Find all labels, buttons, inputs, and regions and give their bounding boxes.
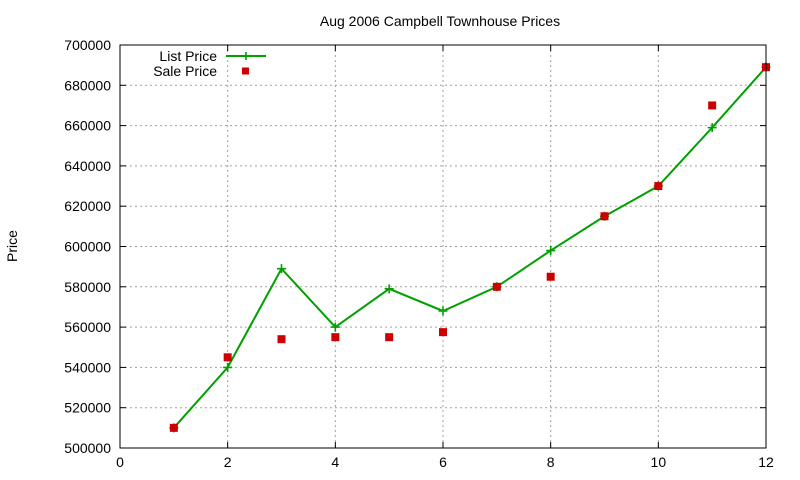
series — [169, 62, 771, 433]
y-tick-label: 540000 — [64, 359, 111, 375]
tick-labels: 0 2 4 6 8 10 12 500000 520000 540000 560000 580000 6… — [64, 37, 774, 470]
y-tick-label: 680000 — [64, 77, 111, 93]
data-point-sale-price — [708, 101, 717, 110]
legend-marker-sale-price — [242, 67, 249, 75]
legend-marker-list-price — [242, 52, 250, 60]
data-point-list-price — [438, 306, 448, 316]
data-point-sale-price — [331, 333, 340, 342]
grid — [120, 45, 766, 448]
y-tick-label: 640000 — [64, 158, 111, 174]
x-tick-label: 0 — [116, 454, 124, 470]
legend-label-list-price: List Price — [159, 48, 217, 64]
data-point-list-price — [277, 264, 286, 274]
y-tick-label: 580000 — [64, 279, 111, 295]
data-point-sale-price — [492, 282, 501, 291]
data-point-sale-price — [277, 335, 286, 344]
y-tick-label: 500000 — [64, 440, 111, 456]
data-point-list-price — [546, 246, 556, 256]
y-tick-label: 520000 — [64, 400, 111, 416]
data-point-sale-price — [223, 353, 232, 362]
data-point-list-price — [330, 322, 340, 332]
legend-label-sale-price: Sale Price — [153, 63, 217, 79]
legend: List Price Sale Price — [153, 48, 266, 79]
data-point-sale-price — [385, 333, 394, 342]
y-axis-label: Price — [4, 230, 20, 262]
y-tick-label: 700000 — [64, 37, 111, 53]
data-point-sale-price — [654, 182, 663, 191]
x-tick-label: 10 — [651, 454, 667, 470]
data-point-sale-price — [600, 212, 609, 221]
data-point-sale-price — [439, 328, 447, 337]
data-point-sale-price — [546, 272, 555, 281]
y-tick-label: 600000 — [64, 239, 111, 255]
y-tick-label: 560000 — [64, 319, 111, 335]
x-tick-label: 2 — [224, 454, 232, 470]
x-tick-label: 8 — [547, 454, 555, 470]
x-tick-label: 4 — [331, 454, 339, 470]
data-point-list-price — [223, 362, 233, 372]
y-tick-label: 620000 — [64, 198, 111, 214]
data-point-list-price — [707, 123, 717, 133]
plot-frame — [119, 44, 767, 449]
data-point-sale-price — [169, 423, 178, 432]
chart-title: Aug 2006 Campbell Townhouse Prices — [320, 13, 560, 29]
x-tick-label: 12 — [758, 454, 774, 470]
data-point-list-price — [384, 284, 394, 294]
y-tick-label: 660000 — [64, 118, 111, 134]
x-tick-label: 6 — [439, 454, 447, 470]
series-line-list-price — [173, 66, 767, 429]
